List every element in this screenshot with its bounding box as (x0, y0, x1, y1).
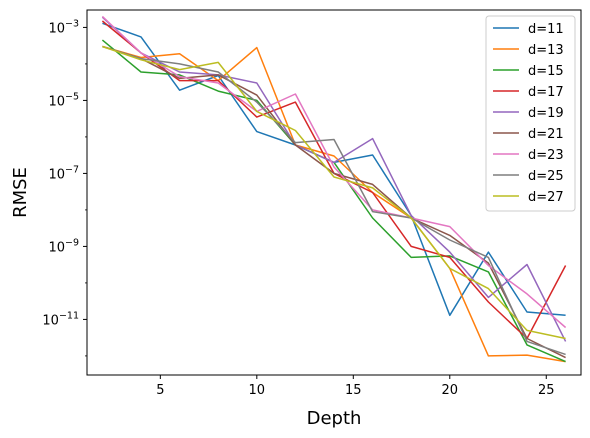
y-tick-label: 10−11 (42, 310, 79, 328)
x-tick-label: 15 (345, 383, 362, 398)
series-line-d-13 (102, 45, 566, 363)
y-axis: 10−3 10−5 10−7 10−9 10−11 (42, 18, 87, 357)
x-axis-label: Depth (307, 408, 362, 429)
legend-entry-label: d=17 (528, 85, 564, 100)
legend-entry-label: d=23 (528, 148, 564, 163)
y-axis-label: RMSE (10, 167, 31, 218)
legend-entry-label: d=11 (528, 22, 564, 37)
x-tick-label: 20 (442, 383, 459, 398)
y-tick-label: 10−9 (48, 237, 79, 255)
legend-entry-label: d=19 (528, 106, 564, 121)
legend: d=11 d=13 d=15 d=17 d=19 d=21 d=23 d=25 d=27 (485, 15, 576, 212)
x-tick-label: 10 (249, 383, 266, 398)
legend-entry-label: d=15 (528, 64, 564, 79)
plot-frame (86, 9, 582, 376)
series-line-d-25 (102, 45, 566, 356)
legend-entry-label: d=27 (528, 190, 564, 205)
x-tick-label: 25 (538, 383, 555, 398)
series-line-d-19 (101, 16, 567, 342)
legend-box (485, 15, 576, 212)
legend-entry-label: d=13 (528, 43, 564, 58)
series-layer (101, 15, 567, 363)
series-line-d-23 (101, 15, 567, 329)
x-tick-label: 5 (156, 383, 164, 398)
legend-entry-label: d=21 (528, 127, 564, 142)
y-tick-label: 10−7 (48, 164, 79, 182)
series-line-d-21 (102, 45, 566, 359)
x-axis: 5 10 15 20 25 (156, 375, 555, 398)
y-tick-label: 10−5 (48, 91, 79, 109)
series-line-d-27 (102, 45, 566, 340)
legend-entry-label: d=25 (528, 169, 564, 184)
y-tick-label: 10−3 (48, 18, 79, 36)
